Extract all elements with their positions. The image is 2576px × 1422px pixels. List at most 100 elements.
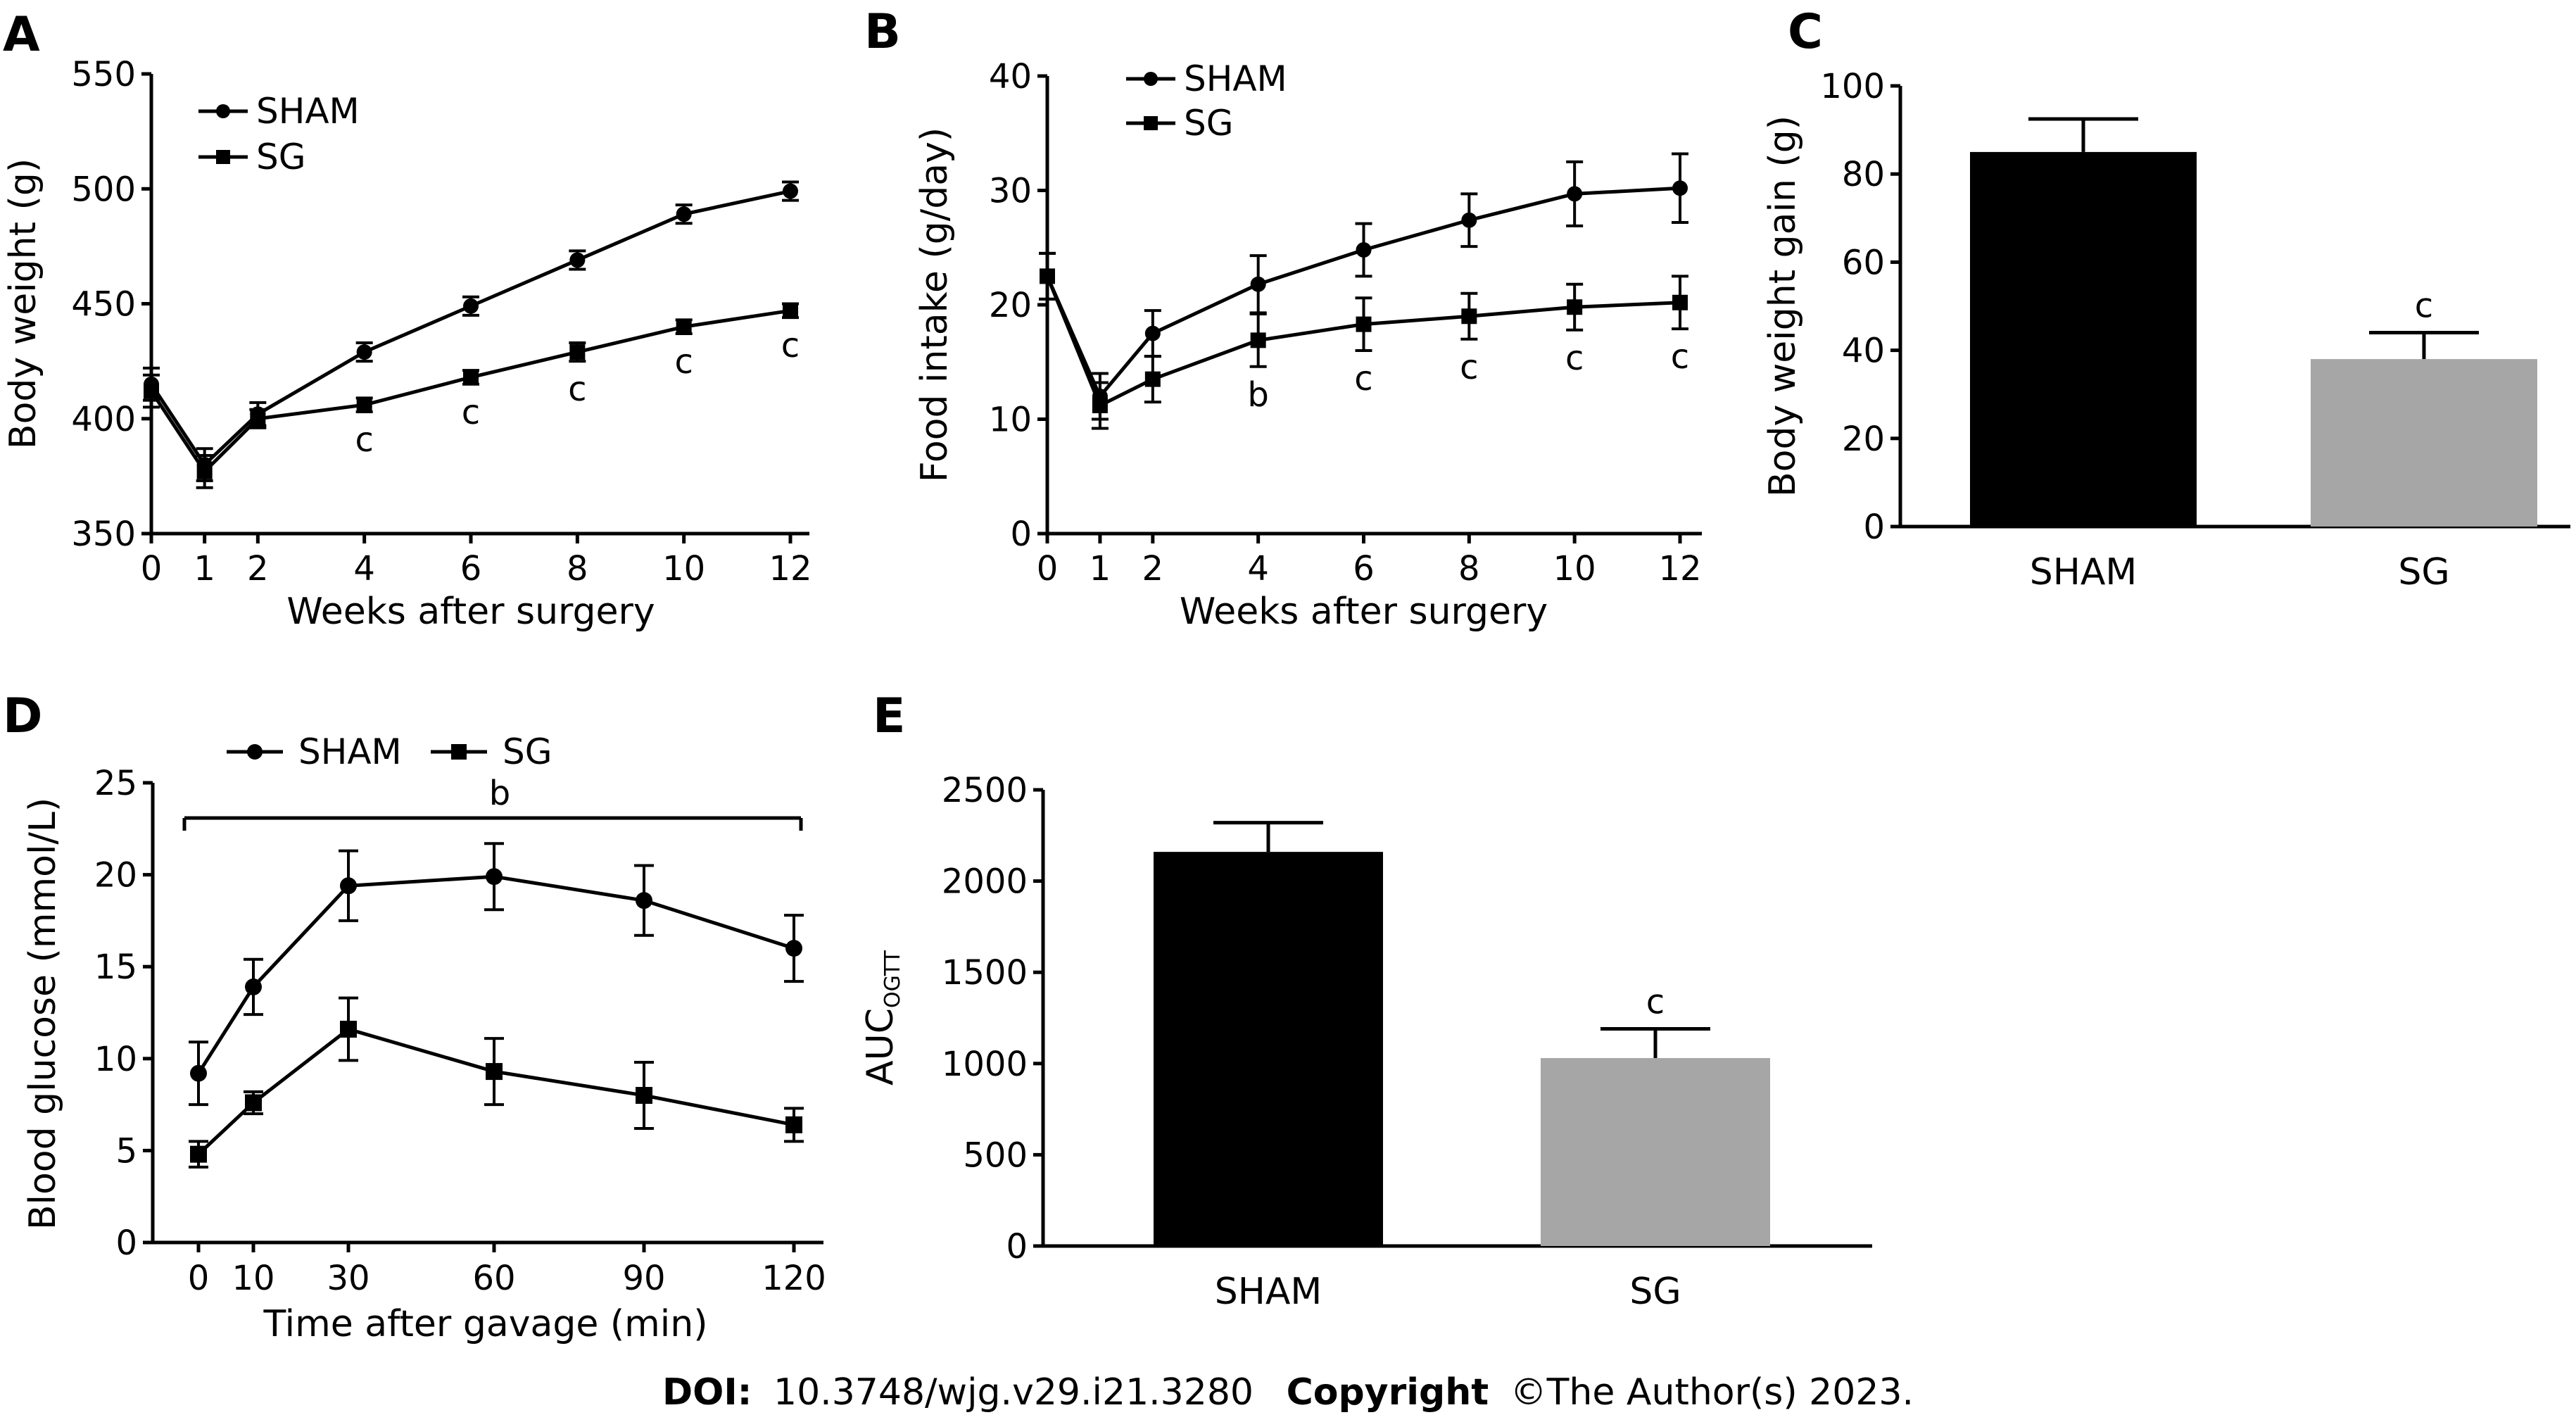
panel-b-point-sg <box>1092 398 1108 413</box>
copyright-value: ©The Author(s) 2023. <box>1510 1371 1914 1414</box>
panel-d-point-sg <box>486 1063 503 1081</box>
panel-a-point-sg <box>196 463 213 479</box>
panel-d-point-sham <box>340 877 357 895</box>
panel-d-x-axis-label: Time after gavage (min) <box>263 1303 707 1345</box>
panel-d-point-sg <box>190 1145 207 1163</box>
panel-a-x-tick-label: 6 <box>460 549 482 589</box>
panel-letter-b: B <box>864 4 901 60</box>
panel-a-legend-marker <box>216 150 230 164</box>
panel-e-bar-sham <box>1154 852 1383 1246</box>
panel-b-x-tick-label: 12 <box>1658 549 1701 589</box>
panel-a-x-tick-label: 8 <box>567 549 588 589</box>
panel-b-x-tick-label: 10 <box>1553 549 1596 589</box>
panel-d-x-tick-label: 0 <box>188 1259 210 1298</box>
panel-c-y-tick-label: 20 <box>1842 420 1885 459</box>
panel-a-point-sham <box>356 344 372 360</box>
panel-e-y-tick-label: 0 <box>1006 1227 1028 1266</box>
panel-b-point-sham <box>1250 276 1266 292</box>
panel-b-x-tick-label: 1 <box>1090 549 1111 589</box>
panel-c-y-tick-label: 60 <box>1842 243 1885 282</box>
panel-e-y-axis-label: AUCOGTT <box>859 950 905 1086</box>
footer-line: DOI: 10.3748/wjg.v29.i21.3280 Copyright … <box>662 1371 1914 1414</box>
panel-e-y-tick-label: 1500 <box>942 953 1028 993</box>
panel-a-significance-label: c <box>674 342 693 382</box>
panel-b-point-sg <box>1461 308 1477 325</box>
panel-d-point-sham <box>636 892 652 910</box>
panel-d-y-tick-label: 25 <box>94 764 137 803</box>
panel-d-x-tick-label: 60 <box>472 1259 515 1298</box>
panel-b-point-sham <box>1356 242 1372 258</box>
panel-d-point-sham <box>190 1064 207 1082</box>
panel-b-point-sham <box>1461 212 1477 228</box>
doi-label: DOI: <box>662 1371 752 1414</box>
panel-a-x-tick-label: 0 <box>141 549 163 589</box>
panel-a-x-tick-label: 1 <box>194 549 215 589</box>
panel-a-legend-marker <box>216 104 230 118</box>
panel-e-y-axis-label-subscript: OGTT <box>880 950 905 1008</box>
panel-d-x-tick-label: 90 <box>622 1259 665 1298</box>
panel-b-point-sg <box>1250 332 1266 348</box>
panel-b-x-tick-label: 0 <box>1037 549 1059 589</box>
panel-a-legend-label: SHAM <box>256 91 360 132</box>
panel-d-y-tick-label: 10 <box>94 1040 137 1079</box>
panel-d-x-tick-label: 30 <box>327 1259 370 1298</box>
panel-d-series-sg-line <box>197 1027 795 1156</box>
panel-a-point-sg <box>676 319 692 335</box>
panel-d-legend-marker <box>247 744 263 760</box>
panel-a-series-sham-line <box>149 189 791 467</box>
panel-c-bar-sham <box>1970 151 2197 527</box>
panel-d-y-tick-label: 0 <box>115 1223 137 1263</box>
panel-d-legend-label: SG <box>503 731 552 772</box>
panel-b-series-sg-line <box>1045 275 1681 408</box>
panel-b-y-tick-label: 40 <box>989 57 1032 96</box>
panel-b-legend-label: SG <box>1184 103 1233 144</box>
panel-d-y-tick-label: 15 <box>94 948 137 987</box>
panel-d-series-sham-line <box>196 874 795 1075</box>
panel-a-point-sg <box>569 344 586 360</box>
panel-a-point-sham <box>569 252 586 268</box>
panel-a-y-tick-label: 500 <box>71 170 136 209</box>
panel-b-point-sg <box>1672 294 1688 310</box>
panel-d-legend-label: SHAM <box>298 731 402 772</box>
panel-a-x-tick-label: 4 <box>353 549 375 589</box>
panel-d-point-sg <box>245 1094 262 1112</box>
panel-c-y-tick-label: 80 <box>1842 155 1885 194</box>
panel-b-significance-label: c <box>1460 348 1478 387</box>
panel-d-point-sham <box>245 978 262 995</box>
panel-d-y-tick-label: 5 <box>115 1131 137 1171</box>
panel-b-legend-marker <box>1144 72 1158 86</box>
panel-letter-a: A <box>3 7 40 63</box>
panel-b-legend-label: SHAM <box>1184 58 1287 99</box>
panel-d-legend-marker <box>451 744 467 760</box>
panel-b-x-tick-label: 4 <box>1247 549 1269 589</box>
panel-d-point-sg <box>636 1087 652 1105</box>
panel-b-significance-label: c <box>1354 359 1372 398</box>
panel-a-significance-label: c <box>781 326 800 365</box>
panel-b-y-tick-label: 30 <box>989 172 1032 211</box>
panel-d-point-sham <box>785 940 802 957</box>
panel-b-significance-label: c <box>1671 337 1689 377</box>
panel-c-x-tick-label: SHAM <box>2030 551 2138 593</box>
panel-d-x-tick-label: 10 <box>232 1259 274 1298</box>
panel-c-x-tick-label: SG <box>2398 551 2449 593</box>
copyright-label: Copyright <box>1287 1371 1489 1414</box>
panel-b-x-tick-label: 8 <box>1458 549 1480 589</box>
panel-e-chart: 0 500 1000 1500 2000 2500 SHAM SG c AUCOGTT <box>859 771 1872 1313</box>
panel-b-legend-marker <box>1144 116 1158 130</box>
panel-b-y-axis-label: Food intake (g/day) <box>914 127 956 482</box>
panel-d-point-sg <box>785 1116 802 1133</box>
panel-a-legend-label: SG <box>256 137 305 177</box>
panel-letter-d: D <box>3 688 42 744</box>
panel-letter-e: E <box>873 688 905 744</box>
panel-a-point-sg <box>356 397 372 413</box>
panel-a-significance-label: c <box>568 370 586 409</box>
doi-value: 10.3748/wjg.v29.i21.3280 <box>774 1371 1254 1414</box>
panel-d-bracket-label: b <box>489 774 510 813</box>
panel-c-y-tick-label: 0 <box>1863 508 1885 547</box>
panel-e-significance-label: c <box>1646 983 1665 1022</box>
panel-e-bar-sg <box>1541 1058 1770 1246</box>
panel-a-point-sham <box>463 298 479 314</box>
panel-b-significance-label: c <box>1565 339 1584 378</box>
